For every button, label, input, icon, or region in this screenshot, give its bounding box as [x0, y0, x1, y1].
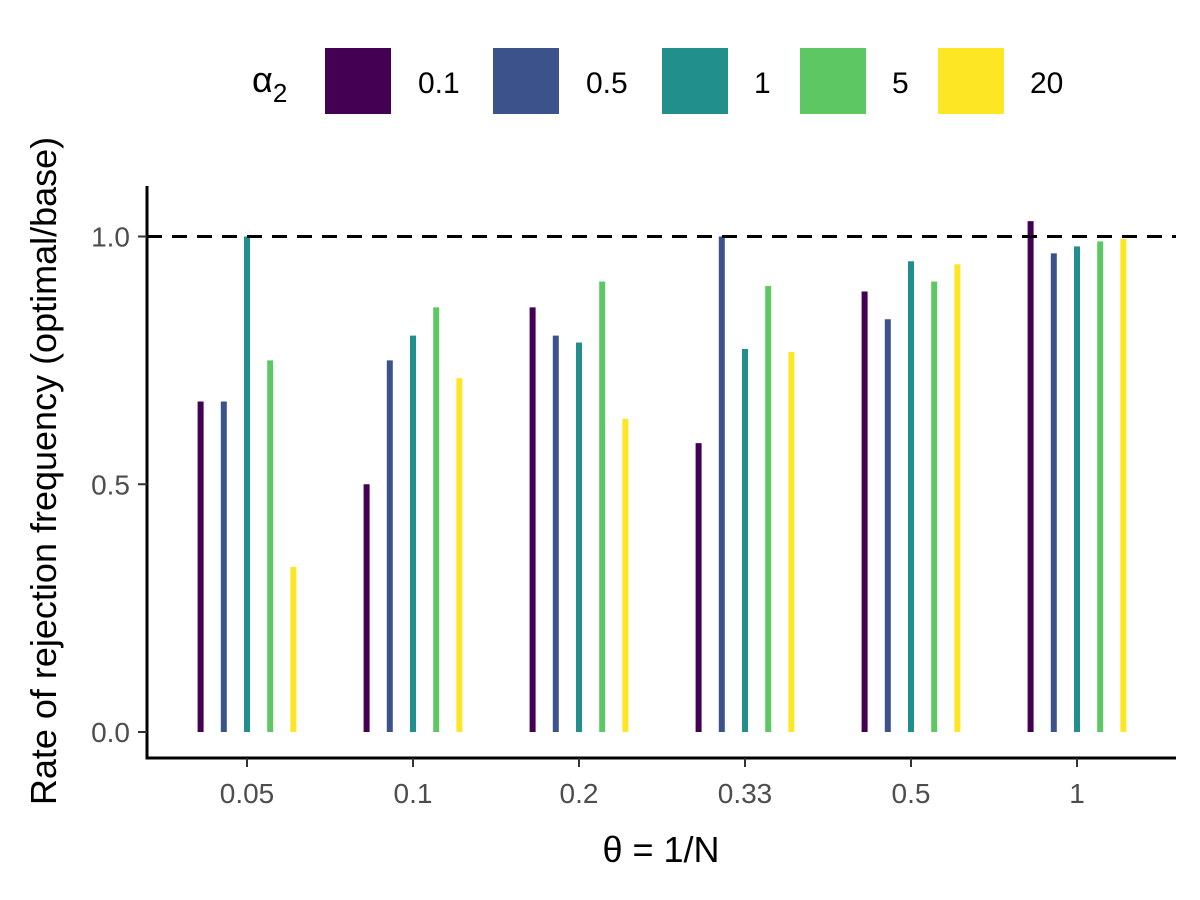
bar-5-0.33 [765, 286, 772, 732]
legend-key-20 [938, 48, 1004, 114]
bar-20-0.1 [456, 378, 463, 732]
bar-5-0.05 [267, 360, 274, 732]
bar-0.1-0.1 [363, 484, 370, 732]
bar-5-1 [1097, 241, 1104, 732]
y-ticks: 0.00.51.01.52.0 [91, 0, 147, 748]
bar-0.1-0.2 [529, 307, 536, 732]
bar-0.1-1 [1027, 221, 1034, 732]
legend-key-0.1 [325, 48, 391, 114]
y-tick-label: 1.0 [91, 222, 130, 253]
bar-0.5-0.05 [220, 401, 227, 732]
legend-title-main: α [252, 59, 273, 100]
x-ticks: 0.05 0.1 0.2 0.33 0.5 1 [220, 758, 1085, 809]
x-tick-label: 0.2 [560, 778, 599, 809]
bar-1-0.5 [908, 261, 914, 732]
legend-key-0.5 [493, 48, 559, 114]
x-axis-title: θ = 1/N [602, 829, 719, 870]
legend: α2 0.1 0.5 1 5 20 [252, 48, 1063, 114]
y-tick-label: 0.0 [91, 717, 130, 748]
bar-1-1 [1074, 246, 1080, 732]
bar-0.5-0.5 [884, 319, 891, 732]
legend-label-20: 20 [1030, 67, 1063, 100]
legend-title: α2 [252, 59, 287, 108]
bar-20-1 [1120, 238, 1127, 733]
bars [197, 221, 1127, 733]
bar-0.5-0.33 [718, 236, 725, 732]
bar-0.5-0.1 [386, 360, 393, 732]
bar-20-0.33 [788, 351, 795, 732]
bar-5-0.2 [599, 281, 606, 732]
legend-key-1 [662, 48, 728, 114]
bar-0.1-0.05 [197, 401, 204, 732]
y-axis-title: Rate of rejection frequency (optimal/bas… [23, 137, 64, 805]
x-tick-label: 0.05 [220, 778, 275, 809]
legend-label-0.5: 0.5 [586, 67, 628, 100]
bar-0.5-0.2 [552, 335, 559, 732]
bar-1-0.1 [410, 335, 416, 732]
legend-label-1: 1 [754, 67, 771, 100]
bar-5-0.5 [931, 281, 938, 732]
legend-label-5: 5 [892, 67, 909, 100]
bar-20-0.2 [622, 418, 629, 732]
x-tick-label: 1 [1069, 778, 1085, 809]
y-tick-label: 1.5 [91, 0, 130, 5]
bar-0.1-0.5 [861, 291, 868, 732]
bar-20-0.05 [290, 566, 297, 732]
legend-key-5 [800, 48, 866, 114]
bar-0.1-0.33 [695, 443, 702, 732]
y-tick-label: 0.5 [91, 469, 130, 500]
bar-1-0.33 [742, 348, 748, 732]
x-tick-label: 0.5 [892, 778, 931, 809]
bar-5-0.1 [433, 307, 440, 732]
x-tick-label: 0.1 [394, 778, 433, 809]
x-tick-label: 0.33 [718, 778, 773, 809]
legend-label-0.1: 0.1 [418, 67, 460, 100]
bar-0.5-1 [1050, 253, 1057, 733]
legend-title-subscript: 2 [273, 78, 287, 108]
bar-1-0.2 [576, 342, 582, 732]
bar-20-0.5 [954, 264, 961, 732]
bar-1-0.05 [244, 236, 250, 732]
